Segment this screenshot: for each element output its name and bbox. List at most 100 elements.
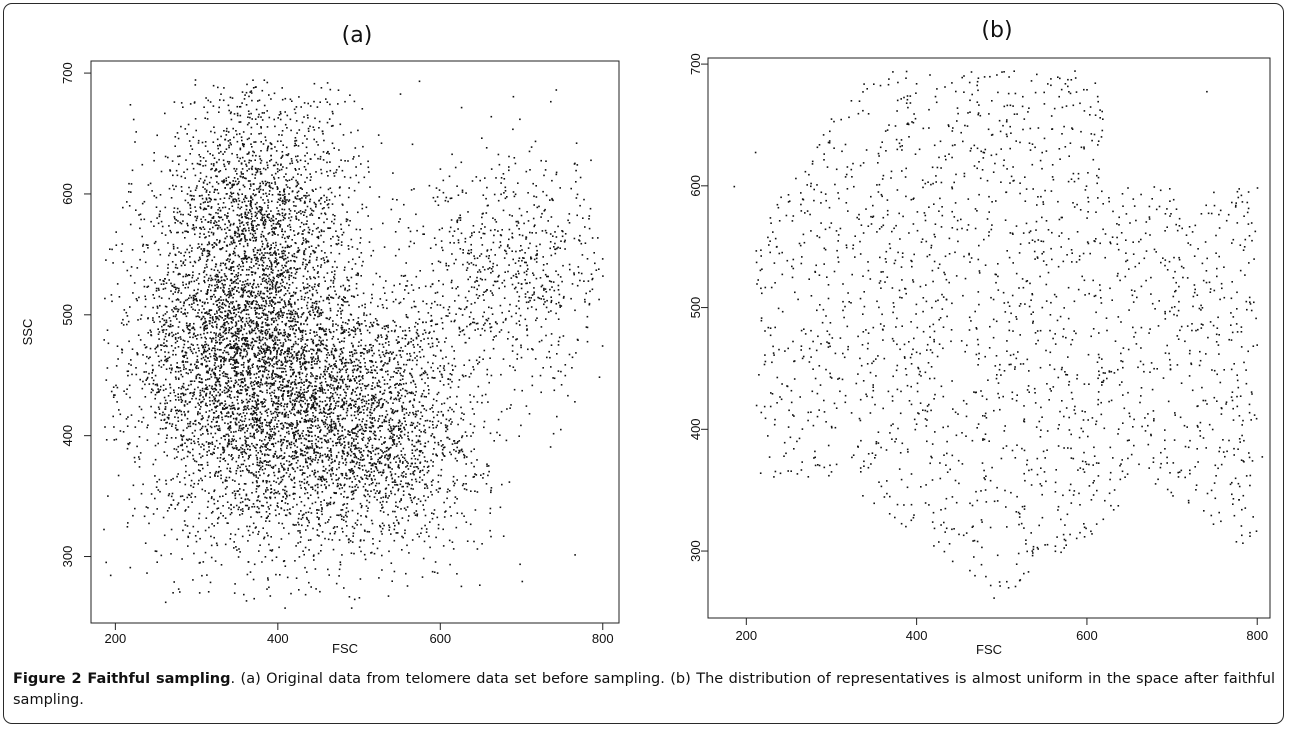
data-point xyxy=(197,411,199,413)
data-point xyxy=(280,289,282,291)
data-point xyxy=(165,479,167,482)
data-point xyxy=(234,494,236,497)
data-point xyxy=(272,412,275,415)
data-point xyxy=(231,492,234,494)
data-point xyxy=(192,454,194,457)
data-point xyxy=(365,420,368,422)
data-point xyxy=(223,338,226,340)
data-point xyxy=(214,355,217,358)
data-point xyxy=(255,407,257,409)
data-point xyxy=(243,448,246,451)
data-point xyxy=(253,265,255,267)
data-point xyxy=(219,332,221,335)
data-point xyxy=(231,243,233,245)
data-point xyxy=(265,464,268,466)
data-point xyxy=(282,399,284,401)
data-point xyxy=(182,313,184,315)
data-point xyxy=(300,437,302,440)
data-point xyxy=(217,287,219,289)
data-point xyxy=(248,317,251,319)
data-point xyxy=(274,373,276,375)
data-point xyxy=(215,325,218,328)
data-point xyxy=(304,391,306,393)
data-point xyxy=(273,402,275,404)
data-point xyxy=(134,141,136,143)
data-point xyxy=(182,360,184,362)
data-point xyxy=(203,308,205,310)
data-point xyxy=(173,457,176,460)
data-point xyxy=(116,401,118,403)
data-point xyxy=(212,105,215,107)
data-point xyxy=(208,286,210,288)
data-point xyxy=(165,437,168,439)
data-point xyxy=(234,379,237,382)
data-point xyxy=(320,87,323,89)
data-point xyxy=(270,437,272,440)
data-point xyxy=(273,309,275,312)
data-point xyxy=(170,437,173,439)
data-point xyxy=(246,392,248,395)
data-point xyxy=(205,312,207,314)
data-point xyxy=(293,253,296,255)
data-point xyxy=(311,447,314,449)
data-point xyxy=(216,400,219,403)
data-point xyxy=(286,313,288,315)
data-point xyxy=(362,449,365,452)
data-point xyxy=(233,306,235,309)
data-point xyxy=(230,316,233,319)
data-point xyxy=(376,401,378,404)
data-point xyxy=(170,495,173,498)
data-point xyxy=(242,381,244,384)
data-point xyxy=(358,256,361,258)
data-point xyxy=(173,207,176,209)
data-point xyxy=(151,388,153,390)
data-point xyxy=(315,375,318,377)
data-point xyxy=(172,334,175,336)
data-point xyxy=(178,289,180,292)
data-point xyxy=(246,407,249,409)
data-point xyxy=(262,356,265,359)
data-point xyxy=(233,404,235,407)
data-point xyxy=(348,538,350,540)
data-point xyxy=(175,412,178,415)
data-point xyxy=(297,391,300,394)
data-point xyxy=(290,592,292,595)
data-point xyxy=(419,440,421,443)
data-point xyxy=(182,213,184,216)
data-point xyxy=(159,344,162,346)
data-point xyxy=(198,479,200,482)
data-point xyxy=(309,310,311,313)
data-point xyxy=(260,258,262,261)
data-point xyxy=(271,334,274,337)
data-point xyxy=(307,440,310,442)
data-point xyxy=(239,392,241,394)
data-point xyxy=(290,303,293,306)
data-point xyxy=(357,274,359,277)
data-point xyxy=(215,421,218,423)
data-point xyxy=(203,302,206,305)
data-point xyxy=(327,426,330,428)
data-point xyxy=(218,315,221,317)
data-point xyxy=(210,535,212,538)
data-point xyxy=(260,350,263,353)
data-point xyxy=(305,333,307,335)
data-point xyxy=(325,478,327,481)
data-point xyxy=(258,330,260,332)
data-point xyxy=(263,371,266,373)
data-point xyxy=(214,359,216,361)
data-point xyxy=(246,504,249,507)
data-point xyxy=(247,437,249,439)
data-point xyxy=(280,375,282,378)
data-point xyxy=(274,172,277,175)
data-point xyxy=(204,551,207,554)
data-point xyxy=(207,500,210,503)
data-point xyxy=(202,315,204,318)
data-point xyxy=(147,357,150,360)
data-point xyxy=(303,355,306,357)
data-point xyxy=(201,252,203,255)
data-point xyxy=(247,309,249,311)
data-point xyxy=(399,443,402,445)
data-point xyxy=(190,198,193,201)
data-point xyxy=(251,346,254,348)
data-point xyxy=(359,242,361,244)
